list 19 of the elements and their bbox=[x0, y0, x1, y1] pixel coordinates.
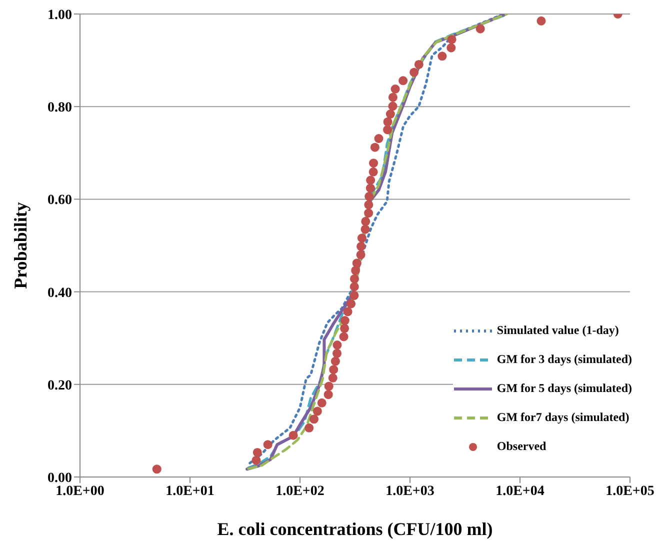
x-axis-title: E. coli concentrations (CFU/100 ml) bbox=[217, 519, 493, 539]
y-tick-label: 0.00 bbox=[48, 470, 72, 486]
y-tick-label: 0.80 bbox=[48, 100, 72, 116]
y-tick-label: 0.40 bbox=[48, 286, 72, 301]
x-tick-label: 1.0E+04 bbox=[496, 484, 544, 499]
legend-label: GM for7 days (simulated) bbox=[496, 410, 630, 425]
x-tick-label: 1.0E+02 bbox=[276, 484, 324, 499]
legend-label: Observed bbox=[496, 439, 546, 454]
x-tick-label: 1.0E+03 bbox=[386, 484, 434, 499]
y-tick-label: 0.60 bbox=[48, 193, 72, 208]
legend-label: Simulated value (1-day) bbox=[496, 323, 619, 338]
x-tick-label: 1.0E+05 bbox=[606, 484, 654, 499]
x-tick-label: 1.0E+01 bbox=[166, 484, 214, 499]
y-tick-label: 1.00 bbox=[48, 8, 72, 23]
y-tick-label: 0.20 bbox=[48, 378, 72, 394]
y-axis-title: Probability bbox=[10, 202, 30, 289]
legend-label: GM for 3 days (simulated) bbox=[496, 352, 632, 367]
x-tick-label: 1.0E+00 bbox=[56, 484, 104, 499]
legend-label: GM for 5 days (simulated) bbox=[496, 381, 632, 396]
